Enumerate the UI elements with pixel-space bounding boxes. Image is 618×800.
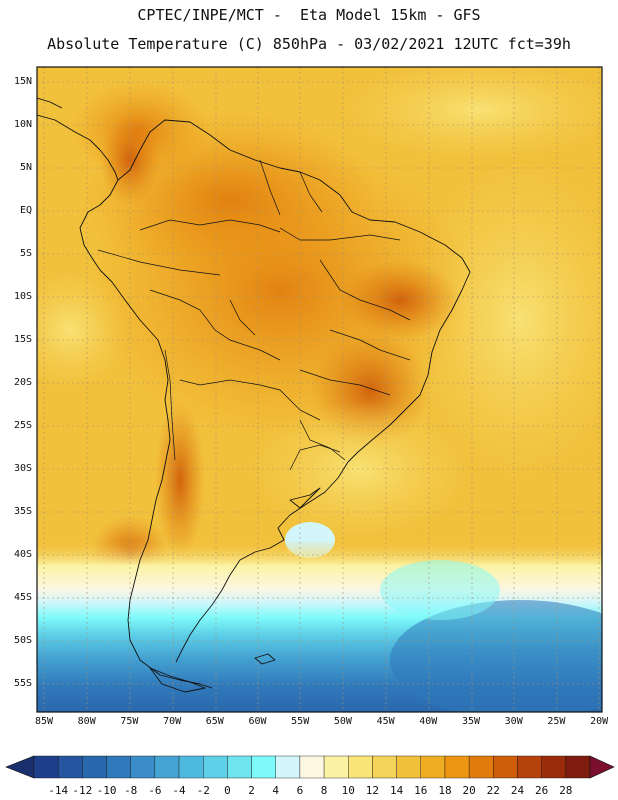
colorbar-tick-label: 12 xyxy=(365,784,380,797)
colorbar-tick-label: 0 xyxy=(224,784,231,797)
colorbar-swatch xyxy=(565,755,591,779)
lat-tick-label: 5N xyxy=(19,162,32,173)
lon-tick-label: 55W xyxy=(291,716,310,727)
colorbar-swatch xyxy=(82,755,107,779)
colorbar-swatch xyxy=(203,755,228,779)
lat-tick-label: 40S xyxy=(13,549,32,560)
colorbar-swatch xyxy=(420,755,446,779)
lat-tick-label: 10S xyxy=(13,291,32,302)
lon-tick-label: 60W xyxy=(248,716,267,727)
lat-tick-label: 50S xyxy=(13,635,32,646)
colorbar-tick-label: -12 xyxy=(72,784,93,797)
lon-tick-label: 40W xyxy=(419,716,438,727)
colorbar-swatch xyxy=(493,755,518,779)
colorbar-tick-label: 24 xyxy=(510,784,525,797)
colorbar-swatch xyxy=(275,755,301,779)
colorbar-tick-label: 14 xyxy=(389,784,404,797)
lat-tick-label: EQ xyxy=(19,205,32,216)
temperature-field xyxy=(37,67,602,712)
lon-tick-label: 70W xyxy=(163,716,182,727)
colorbar-tick-label: 6 xyxy=(296,784,304,797)
lon-tick-label: 85W xyxy=(34,716,54,727)
colorbar-min-arrow xyxy=(5,755,35,779)
chart-subtitle: Absolute Temperature (C) 850hPa - 03/02/… xyxy=(47,35,571,53)
map-frame xyxy=(36,66,603,713)
lat-tick-label: 55S xyxy=(13,678,32,689)
lon-tick-label: 50W xyxy=(333,716,352,727)
colorbar-swatch xyxy=(517,755,542,779)
colorbar-swatch xyxy=(444,755,470,779)
colorbar-swatch xyxy=(299,755,325,779)
colorbar-max-arrow xyxy=(589,755,615,779)
colorbar-swatch xyxy=(227,755,252,779)
coastlines xyxy=(37,97,471,693)
lon-tick-label: 80W xyxy=(77,716,96,727)
colorbar-tick-label: -14 xyxy=(48,784,69,797)
lon-tick-label: 35W xyxy=(461,716,481,727)
colorbar-tick-label: -8 xyxy=(124,784,138,797)
lon-tick-label: 45W xyxy=(376,716,395,727)
lat-tick-label: 5S xyxy=(19,248,32,259)
lon-tick-label: 25W xyxy=(547,716,566,727)
colorbar-swatch xyxy=(33,755,59,779)
colorbar-tick-label: 20 xyxy=(462,784,476,797)
colorbar-swatch xyxy=(57,755,83,779)
lat-tick-label: 45S xyxy=(13,592,32,603)
lon-tick-label: 30W xyxy=(504,716,523,727)
lon-tick-label: 65W xyxy=(205,716,224,727)
colorbar-swatch xyxy=(348,755,373,779)
lat-tick-label: 30S xyxy=(13,463,32,474)
colorbar-swatch xyxy=(178,755,204,779)
colorbar-tick-label: 10 xyxy=(341,784,355,797)
colorbar-tick-label: 4 xyxy=(272,784,280,797)
colorbar-swatch xyxy=(154,755,180,779)
lat-tick-label: 20S xyxy=(13,377,32,388)
colorbar-tick-label: -2 xyxy=(196,784,210,797)
lat-tick-label: 15N xyxy=(13,76,32,87)
colorbar-swatch xyxy=(396,755,421,779)
colorbar-tick-label: 16 xyxy=(414,784,428,797)
lat-tick-label: 10N xyxy=(13,119,32,130)
colorbar-swatch xyxy=(106,755,131,779)
colorbar-tick-label: -10 xyxy=(96,784,117,797)
lon-tick-label: 20W xyxy=(590,716,609,727)
colorbar-swatch xyxy=(251,755,276,779)
lat-tick-label: 25S xyxy=(13,420,32,431)
lat-tick-label: 15S xyxy=(13,334,32,345)
colorbar-tick-label: 8 xyxy=(320,784,328,797)
colorbar xyxy=(5,755,615,779)
colorbar-tick-label: -6 xyxy=(148,784,162,797)
colorbar-swatch xyxy=(468,755,494,779)
grid-lines xyxy=(37,67,602,712)
colorbar-tick-label: 22 xyxy=(486,784,500,797)
colorbar-tick-label: 28 xyxy=(559,784,573,797)
lat-tick-label: 35S xyxy=(13,506,32,517)
chart-title: CPTEC/INPE/MCT - Eta Model 15km - GFS xyxy=(137,6,481,24)
country-borders xyxy=(97,159,411,471)
colorbar-tick-label: -4 xyxy=(172,784,186,797)
colorbar-tick-label: 18 xyxy=(438,784,452,797)
colorbar-swatch xyxy=(372,755,397,779)
colorbar-tick-label: 26 xyxy=(535,784,549,797)
colorbar-swatch xyxy=(130,755,156,779)
colorbar-swatch xyxy=(323,755,349,779)
lon-tick-label: 75W xyxy=(120,716,139,727)
colorbar-tick-label: 2 xyxy=(248,784,255,797)
colorbar-swatch xyxy=(541,755,567,779)
